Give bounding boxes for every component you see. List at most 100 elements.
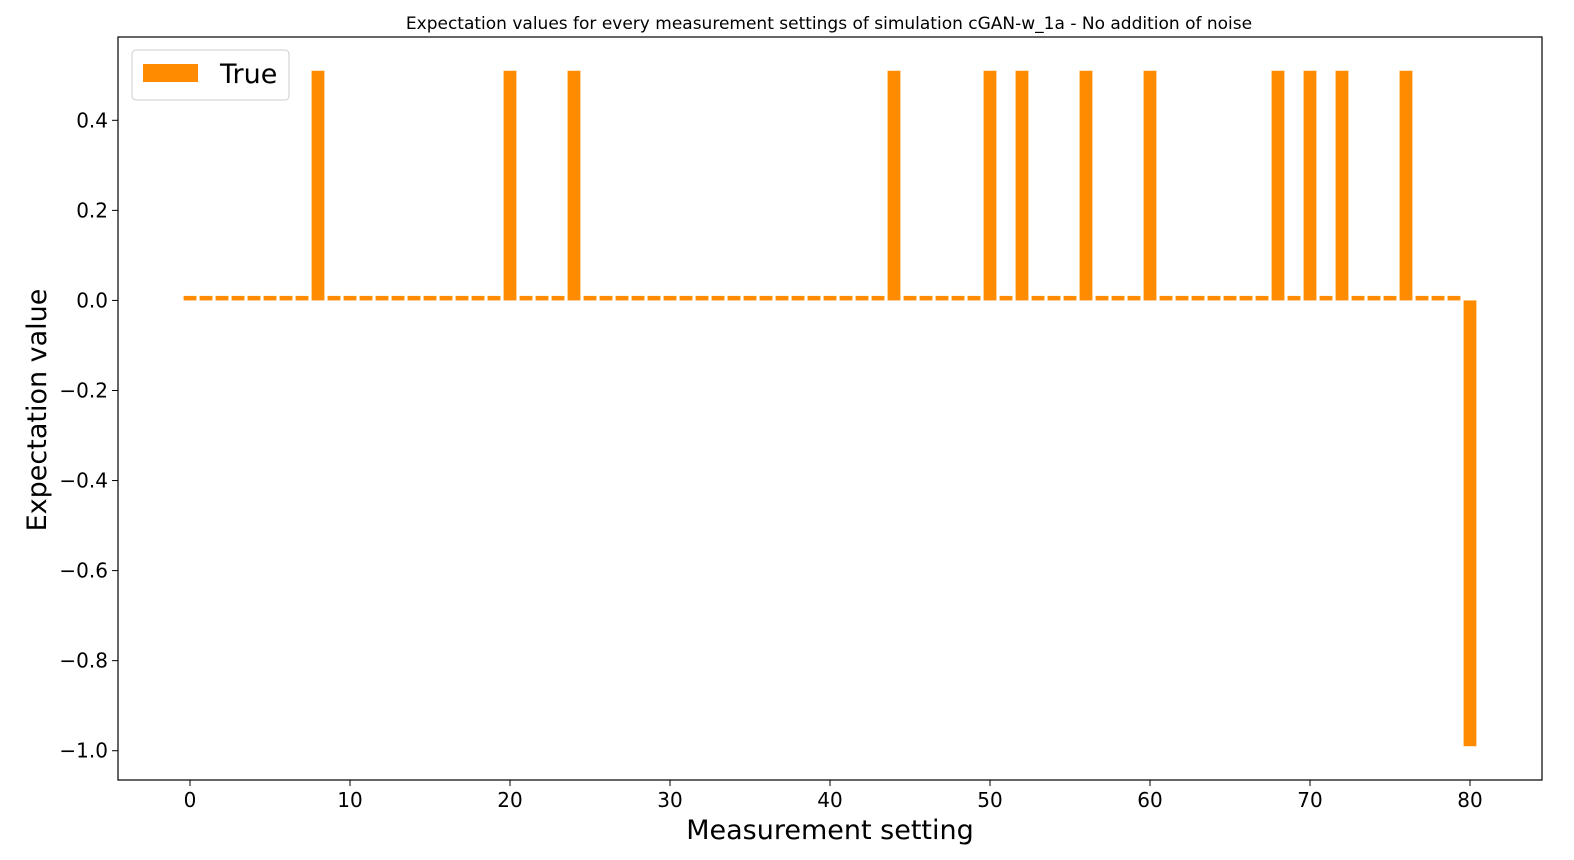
bar bbox=[1463, 300, 1477, 747]
bar bbox=[791, 295, 805, 301]
bar bbox=[1015, 70, 1029, 301]
bar bbox=[1063, 295, 1077, 301]
bar bbox=[215, 295, 229, 301]
bar bbox=[999, 295, 1013, 301]
x-tick-label: 50 bbox=[977, 788, 1002, 812]
bar bbox=[343, 295, 357, 301]
bar bbox=[1271, 70, 1285, 301]
bar bbox=[887, 70, 901, 301]
bar bbox=[327, 295, 341, 301]
bar bbox=[439, 295, 453, 301]
bar bbox=[679, 295, 693, 301]
bar bbox=[711, 295, 725, 301]
bar bbox=[1351, 295, 1365, 301]
bar bbox=[759, 295, 773, 301]
bar bbox=[647, 295, 661, 301]
bar bbox=[967, 295, 981, 301]
bar bbox=[487, 295, 501, 301]
bar bbox=[1127, 295, 1141, 301]
bar bbox=[375, 295, 389, 301]
bar bbox=[1111, 295, 1125, 301]
bar bbox=[1399, 70, 1413, 301]
chart-title: Expectation values for every measurement… bbox=[406, 14, 1252, 34]
x-axis-ticks: 0 10 20 30 40 50 60 70 80 bbox=[184, 780, 1483, 812]
bar bbox=[855, 295, 869, 301]
bar bbox=[1255, 295, 1269, 301]
x-tick-label: 40 bbox=[817, 788, 842, 812]
legend-box bbox=[131, 49, 290, 101]
bars-layer bbox=[183, 70, 1477, 747]
bar bbox=[1191, 295, 1205, 301]
bar bbox=[1383, 295, 1397, 301]
bar bbox=[775, 295, 789, 301]
y-tick-label: 0.2 bbox=[76, 198, 108, 222]
y-tick-label: −1.0 bbox=[59, 739, 108, 763]
bar bbox=[807, 295, 821, 301]
bar bbox=[727, 295, 741, 301]
bar bbox=[471, 295, 485, 301]
bar bbox=[1415, 295, 1429, 301]
bar bbox=[263, 295, 277, 301]
bar bbox=[871, 295, 885, 301]
bar bbox=[1303, 70, 1317, 301]
x-tick-label: 80 bbox=[1457, 788, 1482, 812]
x-tick-label: 70 bbox=[1297, 788, 1322, 812]
y-tick-label: 0.4 bbox=[76, 108, 108, 132]
y-tick-label: −0.6 bbox=[59, 559, 108, 583]
y-axis-ticks: −1.0 −0.8 −0.6 −0.4 −0.2 0.0 0.2 0.4 bbox=[59, 108, 118, 763]
bar bbox=[1207, 295, 1221, 301]
y-tick-label: −0.4 bbox=[59, 469, 108, 493]
bar bbox=[983, 70, 997, 301]
bar bbox=[615, 295, 629, 301]
bar bbox=[1431, 295, 1445, 301]
x-tick-label: 20 bbox=[497, 788, 522, 812]
bar bbox=[903, 295, 917, 301]
y-tick-label: 0.0 bbox=[76, 288, 108, 312]
bar bbox=[1047, 295, 1061, 301]
bar bbox=[1335, 70, 1349, 301]
bar bbox=[231, 295, 245, 301]
legend-swatch bbox=[143, 64, 198, 82]
bar bbox=[199, 295, 213, 301]
x-tick-label: 0 bbox=[184, 788, 197, 812]
x-tick-label: 30 bbox=[657, 788, 682, 812]
bar bbox=[279, 295, 293, 301]
x-tick-label: 10 bbox=[337, 788, 362, 812]
bar bbox=[1319, 295, 1333, 301]
bar bbox=[1143, 70, 1157, 301]
bar bbox=[1287, 295, 1301, 301]
bar bbox=[519, 295, 533, 301]
bar bbox=[1223, 295, 1237, 301]
bar bbox=[823, 295, 837, 301]
bar bbox=[407, 295, 421, 301]
bar bbox=[1367, 295, 1381, 301]
bar bbox=[359, 295, 373, 301]
bar bbox=[535, 295, 549, 301]
bar bbox=[1079, 70, 1093, 301]
bar bbox=[1447, 295, 1461, 301]
bar bbox=[1159, 295, 1173, 301]
bar bbox=[743, 295, 757, 301]
bar bbox=[1031, 295, 1045, 301]
bar bbox=[295, 295, 309, 301]
bar bbox=[247, 295, 261, 301]
y-tick-label: −0.2 bbox=[59, 378, 108, 402]
bar bbox=[663, 295, 677, 301]
bar bbox=[935, 295, 949, 301]
bar bbox=[551, 295, 565, 301]
bar bbox=[839, 295, 853, 301]
legend: True bbox=[131, 49, 290, 101]
bar bbox=[1095, 295, 1109, 301]
x-axis-label: Measurement setting bbox=[686, 815, 974, 846]
y-tick-label: −0.8 bbox=[59, 649, 108, 673]
y-axis-label: Expectation value bbox=[22, 289, 53, 532]
bar bbox=[183, 295, 197, 301]
bar bbox=[919, 295, 933, 301]
bar bbox=[391, 295, 405, 301]
bar bbox=[567, 70, 581, 301]
bar bbox=[455, 295, 469, 301]
bar bbox=[423, 295, 437, 301]
bar bbox=[599, 295, 613, 301]
